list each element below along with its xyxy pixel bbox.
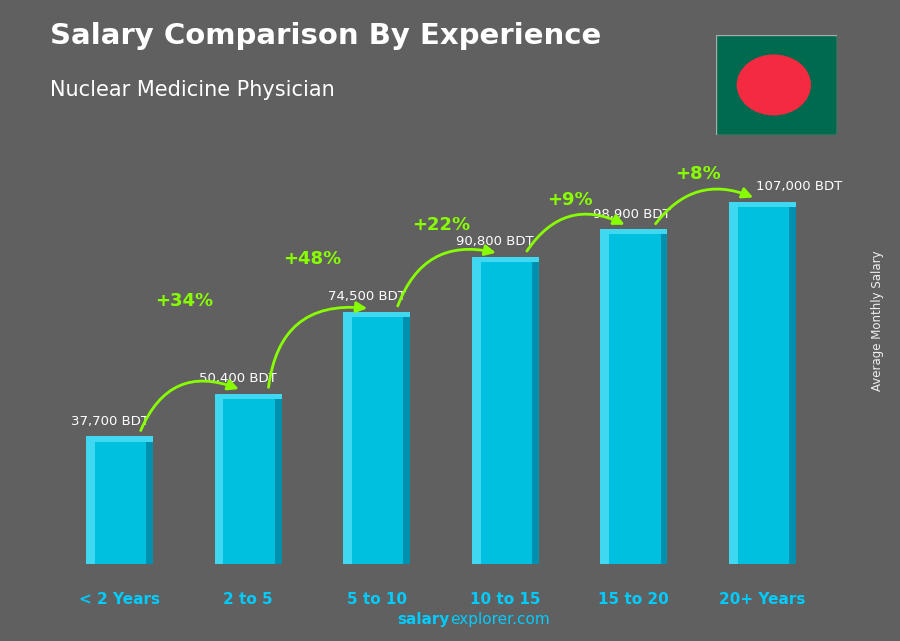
Text: 5 to 10: 5 to 10 — [346, 592, 407, 606]
Text: +22%: +22% — [412, 216, 470, 234]
Bar — [729, 202, 796, 207]
Bar — [472, 257, 481, 564]
Text: +48%: +48% — [284, 250, 342, 268]
Bar — [472, 257, 539, 262]
Text: explorer.com: explorer.com — [450, 612, 550, 627]
Bar — [86, 437, 153, 564]
Circle shape — [737, 55, 810, 115]
Bar — [600, 229, 609, 564]
Bar — [472, 257, 539, 564]
Text: 10 to 15: 10 to 15 — [470, 592, 541, 606]
Bar — [86, 437, 94, 564]
Text: Salary Comparison By Experience: Salary Comparison By Experience — [50, 22, 601, 51]
Bar — [661, 229, 667, 564]
Bar — [343, 312, 410, 564]
Bar — [215, 394, 282, 564]
Bar — [215, 394, 282, 399]
Bar — [600, 229, 667, 235]
Bar — [532, 257, 539, 564]
Text: 20+ Years: 20+ Years — [719, 592, 806, 606]
Text: +34%: +34% — [155, 292, 213, 310]
Text: 90,800 BDT: 90,800 BDT — [456, 235, 534, 248]
Bar — [215, 394, 223, 564]
Text: +8%: +8% — [675, 165, 721, 183]
Bar — [147, 437, 153, 564]
Bar — [729, 202, 738, 564]
Text: < 2 Years: < 2 Years — [79, 592, 160, 606]
Bar — [86, 437, 153, 442]
Bar — [600, 229, 667, 564]
Text: 15 to 20: 15 to 20 — [598, 592, 670, 606]
Bar — [343, 312, 352, 564]
Text: Nuclear Medicine Physician: Nuclear Medicine Physician — [50, 80, 334, 100]
Text: 2 to 5: 2 to 5 — [223, 592, 273, 606]
Bar — [403, 312, 410, 564]
Bar — [789, 202, 796, 564]
Text: 74,500 BDT: 74,500 BDT — [328, 290, 406, 303]
Text: 50,400 BDT: 50,400 BDT — [199, 372, 277, 385]
Text: +9%: +9% — [547, 191, 592, 209]
Text: 98,900 BDT: 98,900 BDT — [593, 208, 670, 221]
Text: salary: salary — [398, 612, 450, 627]
Bar — [729, 202, 796, 564]
Bar — [343, 312, 410, 317]
Text: 107,000 BDT: 107,000 BDT — [756, 181, 842, 194]
Text: 37,700 BDT: 37,700 BDT — [71, 415, 148, 428]
Bar — [274, 394, 282, 564]
Text: Average Monthly Salary: Average Monthly Salary — [871, 250, 884, 391]
